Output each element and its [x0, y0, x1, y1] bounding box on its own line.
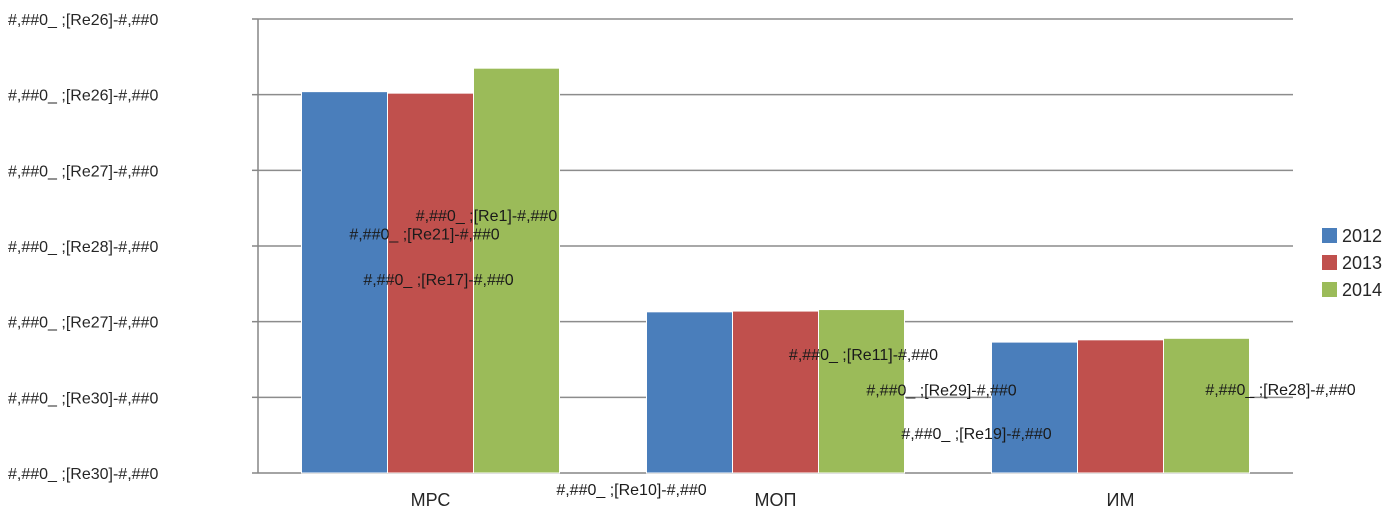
bar — [818, 309, 905, 474]
bars — [301, 67, 1250, 474]
data-label: #,##0_ ;[Re28]-#,##0 — [1205, 382, 1355, 399]
y-tick-label: #,##0_ ;[Re28]-#,##0 — [8, 239, 158, 256]
bar — [473, 67, 560, 474]
bar — [732, 310, 819, 474]
data-label: #,##0_ ;[Re17]-#,##0 — [363, 272, 513, 289]
y-tick-label: #,##0_ ;[Re27]-#,##0 — [8, 315, 158, 332]
x-tick-label: ИМ — [1107, 490, 1135, 510]
y-tick-label: #,##0_ ;[Re30]-#,##0 — [8, 466, 158, 483]
legend-swatch — [1322, 228, 1337, 243]
y-tick-label: #,##0_ ;[Re26]-#,##0 — [8, 12, 158, 29]
legend-swatch — [1322, 282, 1337, 297]
bar — [991, 341, 1078, 474]
legend-label: 2014 — [1342, 280, 1382, 300]
bar — [301, 91, 388, 474]
bar — [646, 311, 733, 474]
bar — [1163, 337, 1250, 474]
data-labels: #,##0_ ;[Re21]-#,##0 #,##0_ ;[Re10]-#,##0… — [349, 208, 1355, 499]
y-tick-label: #,##0_ ;[Re26]-#,##0 — [8, 88, 158, 105]
legend-label: 2013 — [1342, 253, 1382, 273]
data-label: #,##0_ ;[Re11]-#,##0 — [789, 347, 938, 364]
y-tick-label: #,##0_ ;[Re30]-#,##0 — [8, 390, 158, 407]
data-label: #,##0_ ;[Re10]-#,##0 — [556, 482, 706, 499]
data-label: #,##0_ ;[Re1]-#,##0 — [416, 208, 558, 225]
data-label: #,##0_ ;[Re21]-#,##0 — [349, 227, 499, 244]
y-axis: #,##0_ ;[Re30]-#,##0 #,##0_ ;[Re30]-#,##0… — [8, 12, 259, 483]
x-tick-label: МОП — [755, 490, 797, 510]
data-label: #,##0_ ;[Re29]-#,##0 — [866, 383, 1016, 400]
legend-label: 2012 — [1342, 226, 1382, 246]
legend-swatch — [1322, 255, 1337, 270]
x-tick-label: МРС — [411, 490, 451, 510]
y-tick-label: #,##0_ ;[Re27]-#,##0 — [8, 163, 158, 180]
legend: 2012 2013 2014 — [1322, 226, 1382, 300]
data-label: #,##0_ ;[Re19]-#,##0 — [901, 426, 1051, 443]
bar — [1077, 339, 1164, 474]
x-axis-tick-labels: МРС МОП ИМ — [411, 490, 1135, 510]
